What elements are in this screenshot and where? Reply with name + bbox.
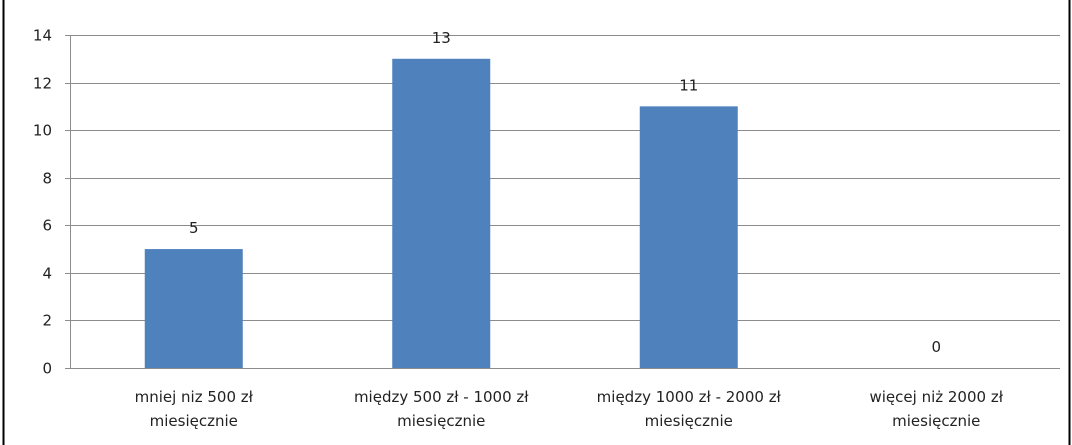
y-tick-label: 0	[42, 360, 52, 378]
category-label: miesięcznie	[892, 412, 980, 430]
y-tick-label: 8	[42, 170, 52, 188]
bar-data-label: 0	[931, 338, 941, 356]
y-tick-label: 10	[33, 122, 52, 140]
category-label: między 500 zł - 1000 zł	[354, 388, 529, 406]
bars	[144, 58, 738, 369]
category-label: miesięcznie	[645, 412, 733, 430]
bar	[392, 58, 491, 369]
bar	[144, 249, 243, 368]
bar-data-label: 5	[189, 219, 199, 237]
data-labels: 5 13 11 0	[189, 29, 941, 356]
bar-data-label: 13	[432, 29, 451, 47]
y-tick-label: 2	[42, 312, 52, 330]
category-label: między 1000 zł - 2000 zł	[597, 388, 782, 406]
y-axis-ticks: 0 2 4 6 8 10 12 14	[33, 27, 70, 378]
y-tick-label: 14	[33, 27, 52, 45]
category-label: mniej niz 500 zł	[135, 388, 254, 406]
category-labels: mniej niz 500 zł miesięcznie między 500 zł…	[135, 388, 1004, 430]
category-label: więcej niż 2000 zł	[870, 388, 1004, 406]
category-label: miesięcznie	[397, 412, 485, 430]
category-label: miesięcznie	[150, 412, 238, 430]
y-tick-label: 6	[42, 217, 52, 235]
y-tick-label: 4	[42, 265, 52, 283]
y-tick-label: 12	[33, 75, 52, 93]
bar-data-label: 11	[679, 76, 698, 94]
bar	[639, 106, 738, 368]
